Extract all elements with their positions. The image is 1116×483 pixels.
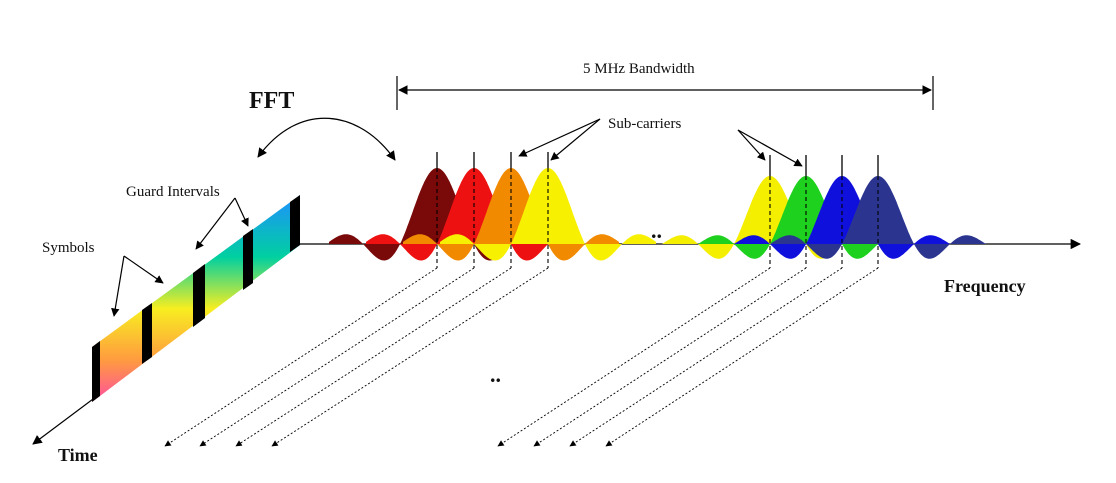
symbol-strip [92,195,300,402]
projection-arrow [533,267,807,447]
symbols-label: Symbols [42,240,95,256]
guard-interval [142,303,152,364]
subcarriers-label: Sub-carriers [608,116,681,132]
subcarrier-spectrum [440,168,656,261]
subcarrier-spectrum [329,168,545,261]
guard-intervals-label: Guard Intervals [126,184,220,200]
subcarrier-pointer-arrow [737,129,803,167]
guard-interval [92,341,100,402]
subcarrier-pointer-arrow [550,118,601,161]
projection-arrow [605,267,879,447]
projection-arrow [569,267,843,447]
subcarrier-spectrum [662,176,878,259]
projection-arrow [235,267,512,447]
subcarrier-spectrum [770,176,986,259]
subcarrier-group-right [662,176,986,259]
subcarrier-spectrum [734,176,950,259]
time-label: Time [58,445,98,465]
symbol-pointer-arrow [111,255,125,317]
projection-arrow [271,267,549,447]
fft-arrow [257,117,396,161]
subcarrier-spectrum [698,176,914,259]
ellipsis-frequency: .. [651,218,662,243]
guard-interval [193,264,205,327]
subcarrier-group-left [329,168,656,261]
guard-interval [243,229,253,290]
guard-pointer-arrow [195,197,236,250]
bandwidth-label: 5 MHz Bandwidth [583,61,695,77]
projection-arrow [199,267,475,447]
subcarrier-spectrum [366,168,582,261]
ellipsis-time: .. [490,362,501,387]
subcarrier-pointer-arrow [518,118,601,157]
fft-label: FFT [249,88,294,114]
subcarrier-spectrum [403,168,619,261]
bandwidth-dimension [396,76,934,110]
frequency-label: Frequency [944,276,1026,296]
guard-pointer-arrow [234,197,249,227]
projection-arrow [497,267,771,447]
symbol-pointer-arrow [123,255,164,284]
guard-interval [290,195,300,252]
peak-markers [436,152,879,268]
subcarrier-pointer-arrow [737,129,766,161]
projection-arrows [164,267,879,447]
